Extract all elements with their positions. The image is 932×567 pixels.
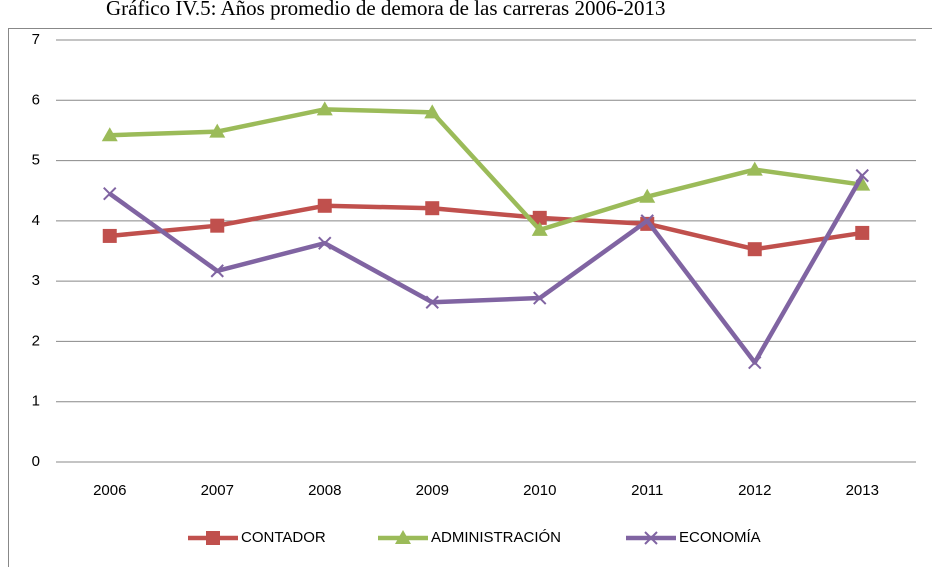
marker <box>531 221 548 236</box>
marker <box>102 228 117 243</box>
x-tick-label: 2006 <box>93 482 126 499</box>
x-tick-label: 2011 <box>631 482 663 499</box>
x-tick-label: 2013 <box>846 482 879 499</box>
marker <box>318 236 332 250</box>
series-line <box>108 174 865 365</box>
marker <box>424 104 441 119</box>
marker <box>316 101 333 116</box>
y-tick-label: 5 <box>32 152 40 169</box>
marker <box>425 295 439 309</box>
x-tick-label: 2008 <box>308 482 341 499</box>
y-tick-label: 6 <box>32 91 40 108</box>
legend-label: ECONOMÍA <box>679 529 761 546</box>
marker <box>532 210 547 225</box>
marker <box>210 264 224 278</box>
marker <box>210 218 225 233</box>
y-tick-label: 1 <box>32 393 40 410</box>
chart-frame <box>8 28 932 567</box>
y-tick-label: 3 <box>32 272 40 289</box>
legend-label: CONTADOR <box>241 529 326 546</box>
x-tick-label: 2012 <box>738 482 771 499</box>
marker <box>425 201 440 216</box>
legend-marker <box>644 531 658 545</box>
y-tick-label: 2 <box>32 332 40 349</box>
marker <box>639 188 656 203</box>
marker <box>746 161 763 176</box>
marker <box>209 123 226 138</box>
series-line <box>109 203 863 252</box>
chart-title: Gráfico IV.5: Años promedio de demora de… <box>106 0 665 20</box>
x-tick-label: 2010 <box>523 482 556 499</box>
marker <box>854 176 871 191</box>
legend-marker <box>206 531 220 545</box>
x-tick-label: 2007 <box>201 482 234 499</box>
series-line <box>109 107 863 233</box>
marker <box>855 168 869 183</box>
marker <box>317 198 332 213</box>
marker <box>640 214 654 228</box>
y-tick-label: 0 <box>32 453 40 470</box>
y-tick-label: 4 <box>32 212 40 229</box>
legend-marker <box>395 530 411 544</box>
marker <box>533 291 547 305</box>
marker <box>748 355 762 370</box>
x-tick-label: 2009 <box>416 482 449 499</box>
legend-label: ADMINISTRACIÓN <box>431 529 561 546</box>
marker <box>747 242 762 257</box>
marker <box>855 225 870 240</box>
marker <box>101 127 118 142</box>
y-tick-label: 7 <box>32 31 40 48</box>
marker <box>103 187 117 201</box>
